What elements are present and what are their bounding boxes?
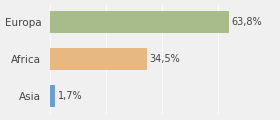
Bar (50, 11, 229, 33)
Bar (50, 48, 147, 70)
Text: 34,5%: 34,5% (150, 54, 181, 64)
Bar (50, 85, 55, 107)
Text: 1,7%: 1,7% (58, 91, 83, 101)
Text: 63,8%: 63,8% (232, 17, 262, 27)
